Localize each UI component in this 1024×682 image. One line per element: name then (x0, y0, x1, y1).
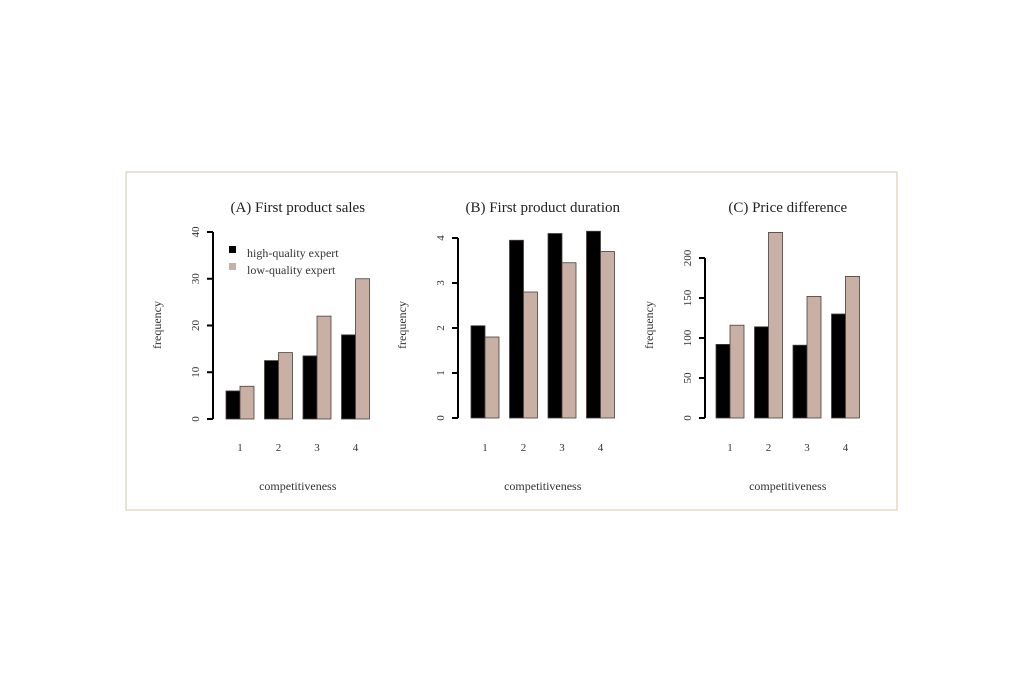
bar-low-1 (239, 385, 255, 420)
panel-1: (A) First product sales 0 10 20 30 40 1 2 3 4 comp… (150, 200, 370, 493)
bar-high-4 (831, 313, 846, 419)
x-axis-label: competitiveness (504, 479, 582, 493)
y-tick-label: 10 (190, 366, 202, 378)
x-axis-label: competitiveness (259, 479, 337, 493)
legend-swatch-low (229, 263, 236, 270)
y-tick-label: 20 (190, 320, 202, 332)
x-tick-label: 2 (766, 442, 772, 454)
x-tick-label: 1 (727, 442, 733, 454)
y-tick-label: 1 (435, 370, 447, 376)
bar-high-1 (715, 343, 731, 419)
x-tick-label: 3 (314, 442, 320, 454)
panel-title: (C) Price difference (728, 200, 847, 216)
x-tick-label: 3 (559, 442, 565, 454)
x-axis-label: competitiveness (749, 479, 827, 493)
y-tick-label: 30 (190, 273, 202, 285)
y-tick-label: 100 (682, 329, 694, 346)
y-axis-label: frequency (642, 301, 656, 349)
bar-high-1 (225, 390, 241, 420)
x-tick-label: 1 (237, 442, 243, 454)
bar-low-3 (561, 262, 577, 419)
bar-low-4 (355, 278, 370, 420)
bar-low-2 (523, 291, 538, 419)
x-tick-label: 2 (276, 442, 282, 454)
bar-low-4 (845, 275, 860, 419)
y-tick-label: 200 (682, 249, 694, 266)
x-tick-label: 1 (482, 442, 488, 454)
y-tick-label: 3 (435, 280, 447, 286)
y-tick-label: 0 (435, 415, 447, 421)
panel-title: (B) First product duration (465, 200, 620, 216)
x-tick-label: 2 (521, 442, 527, 454)
y-tick-label: 4 (435, 235, 447, 241)
bar-low-1 (484, 336, 500, 419)
x-tick-label: 4 (598, 442, 604, 454)
bar-high-3 (792, 344, 808, 419)
panel-3: (C) Price difference 0 50 100 150 200 1 2 3 4 comp… (642, 200, 860, 493)
bar-low-3 (806, 295, 822, 419)
bar-low-2 (768, 231, 783, 419)
y-axis-label: frequency (395, 301, 409, 349)
legend-label-high: high-quality expert (247, 246, 339, 260)
x-tick-label: 3 (804, 442, 810, 454)
y-tick-label: 0 (190, 416, 202, 422)
bar-high-1 (470, 325, 486, 419)
bar-low-1 (729, 324, 745, 419)
legend-swatch-high (229, 246, 236, 253)
bar-low-2 (278, 352, 293, 420)
bar-high-3 (547, 233, 563, 419)
bar-high-2 (509, 239, 524, 419)
bar-high-2 (264, 360, 279, 420)
bar-high-4 (586, 230, 601, 419)
y-tick-label: 50 (682, 372, 694, 384)
y-tick-label: 0 (682, 415, 694, 421)
bar-low-3 (316, 315, 332, 420)
panel-2: (B) First product duration 0 1 2 3 4 1 2 3 4 compe… (395, 200, 621, 493)
bar-low-4 (600, 251, 615, 419)
x-tick-label: 4 (353, 442, 359, 454)
bar-high-4 (341, 334, 356, 420)
panel-title: (A) First product sales (230, 200, 365, 216)
y-tick-label: 150 (682, 289, 694, 306)
bar-high-3 (302, 355, 318, 420)
bar-high-2 (754, 326, 769, 419)
legend: high-quality expert low-quality expert (229, 246, 339, 277)
y-tick-label: 2 (435, 325, 447, 331)
legend-label-low: low-quality expert (247, 263, 336, 277)
x-tick-label: 4 (843, 442, 849, 454)
y-tick-label: 40 (190, 226, 202, 238)
y-axis-label: frequency (150, 301, 164, 349)
